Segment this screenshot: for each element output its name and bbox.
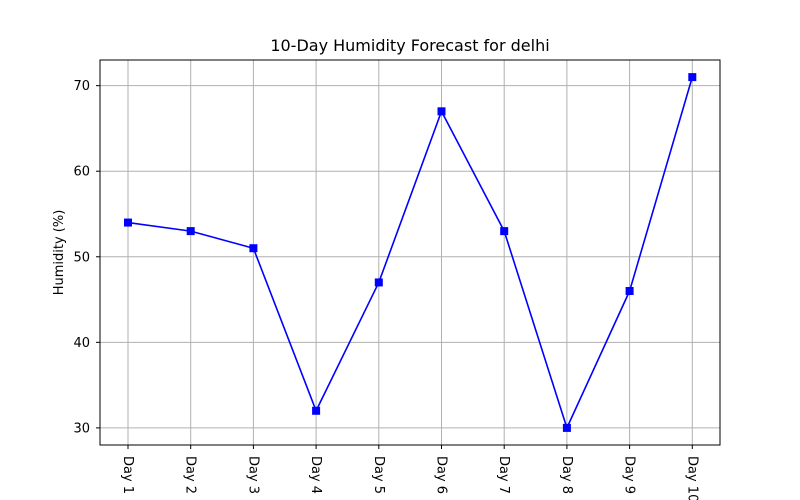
- x-tick-label: Day 6: [434, 456, 449, 494]
- chart-title: 10-Day Humidity Forecast for delhi: [270, 36, 549, 55]
- data-point-marker: [500, 227, 509, 236]
- series-line: [127, 76, 694, 429]
- x-tick-label: Day 1: [120, 456, 135, 494]
- y-tick-label: 70: [73, 79, 90, 94]
- x-tick-label: Day 8: [559, 456, 574, 494]
- x-tick-label: Day 10: [684, 456, 699, 500]
- data-point-marker: [688, 73, 697, 82]
- data-point-marker: [437, 107, 446, 116]
- axis-ticks: Day 1 Day 2 Day 3 Day 4 Day 5 Day 6 Day 7 Day 8…: [73, 79, 699, 500]
- y-axis-label: Humidity (%): [52, 210, 67, 296]
- x-tick-label: Day 2: [183, 456, 198, 494]
- data-point-marker: [186, 227, 195, 236]
- series-layer: [124, 73, 697, 432]
- data-point-marker: [562, 423, 571, 432]
- x-tick-label: Day 9: [622, 456, 637, 494]
- y-tick-label: 50: [73, 250, 90, 265]
- data-point-marker: [625, 287, 634, 295]
- x-tick-label: Day 3: [245, 456, 260, 494]
- x-tick-label: Day 4: [308, 456, 323, 494]
- x-tick-label: Day 7: [496, 456, 511, 494]
- plot-frame: [99, 59, 721, 446]
- y-tick-label: 30: [73, 421, 90, 436]
- data-point-marker: [374, 278, 383, 287]
- data-point-marker: [124, 218, 132, 227]
- grid: [100, 60, 720, 445]
- x-tick-label: Day 5: [371, 456, 386, 494]
- data-point-marker: [249, 244, 258, 253]
- y-tick-label: 60: [73, 165, 90, 180]
- y-tick-label: 40: [73, 336, 90, 351]
- data-point-marker: [312, 406, 321, 415]
